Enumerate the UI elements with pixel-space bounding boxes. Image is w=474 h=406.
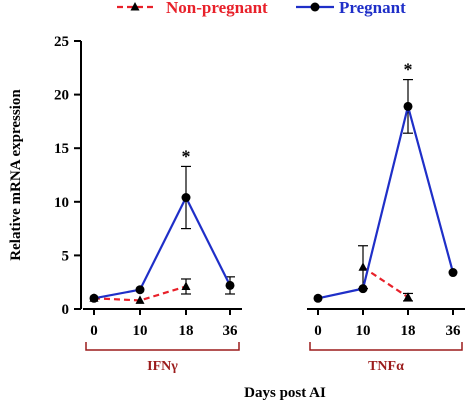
x-tick-label: 18 bbox=[401, 323, 416, 339]
significance-marker: * bbox=[404, 60, 413, 80]
y-tick-label: 10 bbox=[54, 195, 69, 211]
group-label: TNFα bbox=[368, 359, 404, 374]
x-tick-label: 10 bbox=[133, 323, 148, 339]
data-point-pregnant bbox=[403, 101, 413, 111]
x-tick-label: 0 bbox=[314, 323, 322, 339]
y-tick-label: 20 bbox=[54, 88, 69, 104]
data-point-non-pregnant bbox=[135, 295, 145, 304]
legend-marker bbox=[310, 2, 320, 12]
data-point-pregnant bbox=[358, 284, 368, 294]
legend: Non-pregnant Pregnant bbox=[117, 0, 406, 17]
legend-label: Pregnant bbox=[339, 0, 406, 17]
axes: 0 5 10 15 20 25 0 10 18 36 IFNγ 0 10 18 36 TNFα bbox=[54, 34, 465, 374]
x-axis-label: Days post AI bbox=[244, 385, 326, 401]
legend-label: Non-pregnant bbox=[166, 0, 268, 17]
series-line-pregnant bbox=[93, 195, 231, 300]
chart-marks: ** bbox=[89, 60, 458, 304]
x-tick-label: 0 bbox=[90, 323, 98, 339]
data-point-non-pregnant bbox=[181, 281, 191, 290]
data-point-pregnant bbox=[181, 193, 191, 203]
significance-marker: * bbox=[182, 146, 191, 166]
data-point-pregnant bbox=[225, 280, 235, 290]
data-point-non-pregnant bbox=[403, 292, 413, 301]
data-point-non-pregnant bbox=[358, 262, 368, 271]
y-tick-label: 15 bbox=[54, 141, 69, 157]
data-point-pregnant bbox=[135, 285, 145, 295]
data-point-pregnant bbox=[313, 293, 323, 303]
series-line-non-pregnant bbox=[362, 266, 409, 299]
y-tick-label: 25 bbox=[54, 34, 69, 50]
legend-marker bbox=[130, 2, 140, 11]
x-tick-label: 18 bbox=[179, 323, 194, 339]
x-tick-label: 10 bbox=[356, 323, 371, 339]
x-tick-label: 36 bbox=[223, 323, 239, 339]
group-bracket bbox=[85, 342, 240, 351]
y-axis-label: Relative mRNA expression bbox=[8, 89, 24, 261]
series-line-non-pregnant bbox=[93, 285, 187, 302]
group-bracket bbox=[309, 342, 463, 351]
data-point-pregnant bbox=[89, 293, 99, 303]
series-line-pregnant bbox=[317, 102, 455, 300]
y-tick-label: 0 bbox=[62, 302, 70, 318]
x-tick-label: 36 bbox=[446, 323, 462, 339]
group-label: IFNγ bbox=[147, 359, 178, 374]
y-tick-label: 5 bbox=[62, 248, 70, 264]
data-point-pregnant bbox=[448, 268, 458, 278]
